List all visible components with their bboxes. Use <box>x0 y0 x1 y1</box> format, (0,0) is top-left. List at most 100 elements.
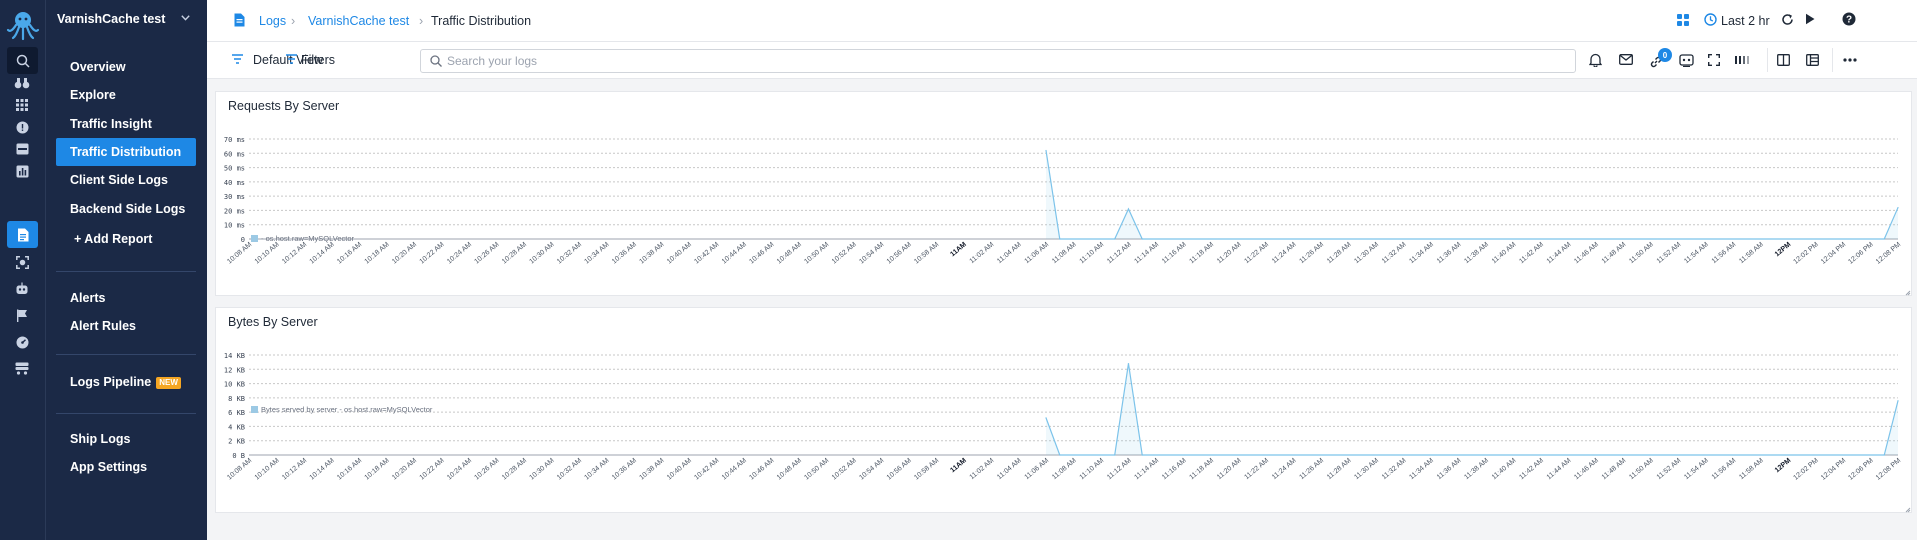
x-tick-label: 11:50 AM <box>1628 457 1655 481</box>
menu-item-logs-pipeline[interactable]: Logs Pipeline NEW <box>56 368 196 396</box>
y-tick-label: 0 <box>241 236 245 244</box>
data-point <box>1045 417 1047 419</box>
default-view-selector[interactable]: Default View <box>253 53 323 67</box>
x-tick-label: 11:54 AM <box>1683 241 1710 265</box>
x-tick-label: 11:10 AM <box>1079 457 1106 481</box>
split-view-icon[interactable] <box>1777 54 1790 66</box>
x-tick-label: 10:36 AM <box>611 241 638 265</box>
fullscreen-icon[interactable] <box>1708 54 1720 66</box>
bytes-chart[interactable]: 14 KB 12 KB 10 KB 8 KB 6 KB 4 KB 2 KB 0 B10:08 … <box>216 308 1913 514</box>
view-list-icon <box>232 54 243 64</box>
y-tick-label: 4 KB <box>228 423 245 431</box>
bot-icon[interactable] <box>1679 54 1694 67</box>
menu-divider <box>56 413 196 414</box>
search-icon[interactable] <box>7 47 38 74</box>
link-icon[interactable]: 0 <box>1649 48 1673 69</box>
menu-item-client-side-logs[interactable]: Client Side Logs <box>70 173 168 187</box>
log-search-box[interactable] <box>420 49 1576 73</box>
x-tick-label: 10:20 AM <box>391 457 418 481</box>
menu-item-backend-side-logs[interactable]: Backend Side Logs <box>70 202 186 216</box>
menu-item-ship-logs[interactable]: Ship Logs <box>70 432 131 446</box>
x-tick-label: 11:02 AM <box>969 457 996 481</box>
x-tick-label: 10:26 AM <box>473 457 500 481</box>
x-tick-label: 10:36 AM <box>611 457 638 481</box>
x-tick-label: 10:44 AM <box>721 241 748 265</box>
x-tick-label: 11:58 AM <box>1738 241 1765 265</box>
octopus-logo-icon[interactable] <box>6 8 40 42</box>
x-tick-label: 11:38 AM <box>1463 241 1490 265</box>
speedometer-icon[interactable] <box>12 332 32 352</box>
robot-icon[interactable] <box>12 278 32 298</box>
menu-item-app-settings[interactable]: App Settings <box>70 460 148 474</box>
bytes-by-server-panel: Bytes By Server 14 KB 12 KB 10 KB 8 KB 6 KB 4… <box>215 307 1912 513</box>
search-input[interactable] <box>447 52 1547 70</box>
x-tick-label: 11:30 AM <box>1353 457 1380 481</box>
bar-chart-icon[interactable] <box>12 161 32 181</box>
x-tick-label: 11:12 AM <box>1106 241 1133 265</box>
x-tick-label: 11:14 AM <box>1133 457 1160 481</box>
data-point <box>1141 454 1143 456</box>
clock-icon[interactable] <box>1704 13 1717 26</box>
x-tick-label: 11:26 AM <box>1298 457 1325 481</box>
app-name[interactable]: VarnishCache test <box>57 12 166 26</box>
chevron-down-icon[interactable] <box>181 12 190 24</box>
x-tick-label: 11:14 AM <box>1133 241 1160 265</box>
breadcrumb-logs[interactable]: Logs <box>259 14 287 28</box>
legend-label: Bytes served by server - os.host.raw=MyS… <box>261 405 433 414</box>
menu-item-alert-rules[interactable]: Alert Rules <box>70 319 136 333</box>
y-tick-label: 20 ms <box>224 207 245 215</box>
y-tick-label: 6 KB <box>228 409 245 417</box>
filters-button[interactable]: Filters <box>301 53 336 67</box>
density-toggle-icon[interactable] <box>1735 56 1751 64</box>
add-report-button[interactable]: + Add Report <box>74 232 153 246</box>
legend-swatch <box>251 406 258 413</box>
x-tick-label: 12:06 PM <box>1847 241 1875 266</box>
help-icon[interactable]: ? <box>1842 12 1856 26</box>
x-tick-label: 11:12 AM <box>1106 457 1133 481</box>
x-tick-label: 11:56 AM <box>1711 457 1738 481</box>
bell-alert-icon[interactable] <box>1589 53 1602 67</box>
time-range-selector[interactable]: Last 2 hr <box>1721 14 1770 28</box>
logs-document-icon[interactable] <box>7 221 38 248</box>
play-icon[interactable] <box>1805 13 1815 25</box>
chart-title: Bytes By Server <box>228 315 318 329</box>
breadcrumb-app[interactable]: VarnishCache test <box>308 14 410 28</box>
x-tick-label: 11:16 AM <box>1161 241 1188 265</box>
x-tick-label: 11:02 AM <box>969 241 996 265</box>
x-tick-label: 11:22 AM <box>1243 457 1270 481</box>
x-tick-label: 10:48 AM <box>776 457 803 481</box>
series-line <box>1045 150 1899 240</box>
more-options-icon[interactable] <box>1843 58 1857 62</box>
requests-chart[interactable]: 70 ms 60 ms 50 ms 40 ms 30 ms 20 ms 10 ms 010:0… <box>216 92 1913 297</box>
alert-circle-icon[interactable] <box>12 117 32 137</box>
inbox-icon[interactable] <box>12 139 32 159</box>
x-tick-label: 10:48 AM <box>776 241 803 265</box>
server-stack-icon[interactable] <box>12 358 32 378</box>
x-tick-label: 10:54 AM <box>858 457 885 481</box>
menu-item-traffic-distribution[interactable]: Traffic Distribution <box>56 138 196 166</box>
mail-icon[interactable] <box>1619 54 1633 65</box>
menu-item-alerts[interactable]: Alerts <box>70 291 106 305</box>
menu-item-overview[interactable]: Overview <box>70 60 126 74</box>
x-tick-label: 11:08 AM <box>1051 241 1078 265</box>
x-tick-label: 11:22 AM <box>1243 241 1270 265</box>
x-tick-label: 11:16 AM <box>1161 457 1188 481</box>
binoculars-icon[interactable] <box>12 73 32 93</box>
table-view-icon[interactable] <box>1806 54 1819 66</box>
data-point <box>1059 454 1061 456</box>
scan-frame-icon[interactable] <box>12 252 32 272</box>
data-point <box>1897 400 1899 402</box>
grid-apps-icon[interactable] <box>12 95 32 115</box>
menu-item-traffic-insight[interactable]: Traffic Insight <box>70 117 152 131</box>
data-point <box>1883 454 1885 456</box>
menu-item-explore[interactable]: Explore <box>70 88 116 102</box>
resize-handle-icon <box>1905 290 1911 296</box>
x-tick-label: 10:44 AM <box>721 457 748 481</box>
dashboard-grid-icon[interactable] <box>1677 14 1689 26</box>
x-tick-label: 11:18 AM <box>1188 241 1215 265</box>
flag-icon[interactable] <box>12 305 32 325</box>
data-point <box>1127 362 1130 365</box>
data-point <box>1883 238 1885 240</box>
x-tick-label: 10:22 AM <box>419 241 446 265</box>
refresh-icon[interactable] <box>1781 13 1794 26</box>
